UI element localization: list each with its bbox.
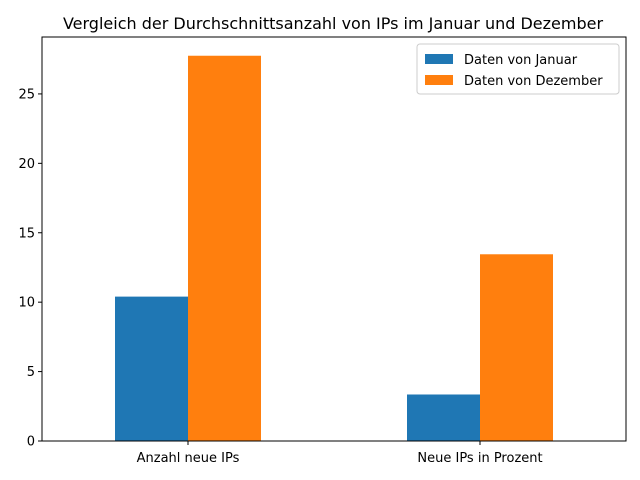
y-tick-label: 20 (18, 157, 35, 172)
bar-dezember-0 (188, 55, 261, 441)
legend-swatch (425, 54, 453, 64)
plot-area: 0 5 10 15 20 25 Anzahl neue IPs Neue IPs in Pro… (18, 36, 627, 466)
legend-box (416, 43, 620, 95)
y-tick-label: 10 (18, 296, 35, 311)
legend-label: Daten von Dezember (464, 74, 603, 89)
y-tick-label: 15 (18, 226, 35, 241)
legend-swatch (425, 75, 453, 85)
y-tick-label: 25 (18, 87, 35, 102)
chart-title: Vergleich der Durchschnittsanzahl von IP… (63, 14, 604, 33)
y-tick-label: 5 (27, 365, 35, 380)
legend-label: Daten von Januar (464, 53, 578, 68)
bar-dezember-1 (480, 254, 553, 441)
legend: Daten von Januar Daten von Dezember (416, 43, 620, 95)
bar-januar-1 (407, 394, 480, 441)
x-tick-label: Anzahl neue IPs (137, 451, 240, 466)
y-tick-label: 0 (27, 435, 35, 450)
bar-januar-0 (115, 296, 188, 441)
x-tick-label: Neue IPs in Prozent (417, 451, 542, 466)
axes-frame (41, 36, 627, 442)
